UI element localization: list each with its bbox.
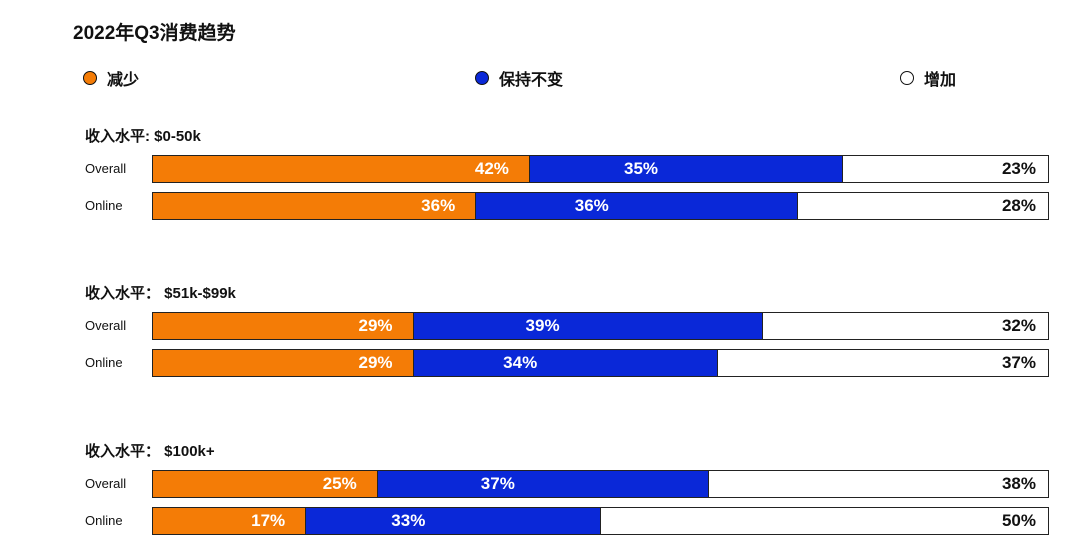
bar-segment-increase: 32%	[761, 313, 1048, 339]
legend-swatch-decrease	[83, 71, 97, 85]
data-label: 32%	[1001, 316, 1036, 335]
legend-item-same: 保持不变	[475, 66, 563, 90]
row-label: Overall	[85, 476, 127, 491]
data-label: 39%	[525, 316, 560, 335]
bar-segment-same: 33%	[305, 508, 601, 534]
bar-segment-decrease: 25%	[153, 471, 377, 497]
data-label: 37%	[1001, 353, 1036, 372]
bar-segment-decrease: 29%	[153, 313, 413, 339]
data-label: 29%	[358, 353, 393, 372]
stacked-bar: 17% 33% 50%	[152, 507, 1049, 535]
data-label: 25%	[322, 474, 357, 493]
data-label: 28%	[1001, 196, 1036, 215]
bar-segment-increase: 23%	[842, 156, 1048, 182]
bar-segment-same: 39%	[412, 313, 762, 339]
stacked-bar: 36% 36% 28%	[152, 192, 1049, 220]
stacked-bar: 29% 39% 32%	[152, 312, 1049, 340]
data-label: 36%	[574, 196, 609, 215]
legend-label-same: 保持不变	[499, 72, 564, 89]
row-label: Overall	[85, 318, 127, 333]
legend-item-decrease: 减少	[83, 66, 139, 90]
bar-segment-increase: 50%	[600, 508, 1048, 534]
bar-segment-increase: 37%	[716, 350, 1048, 376]
bar-segment-same: 35%	[528, 156, 843, 182]
data-label: 38%	[1001, 474, 1036, 493]
bar-segment-decrease: 29%	[153, 350, 413, 376]
row-label: Online	[85, 198, 123, 213]
row-label: Online	[85, 513, 123, 528]
group-title: 收入水平： $51k-$99k	[85, 285, 236, 302]
data-label: 33%	[391, 511, 426, 530]
stacked-bar: 42% 35% 23%	[152, 155, 1049, 183]
data-label: 23%	[1001, 159, 1036, 178]
stacked-bar: 25% 37% 38%	[152, 470, 1049, 498]
data-label: 29%	[358, 316, 393, 335]
group-title: 收入水平： $100k+	[85, 443, 215, 460]
data-label: 37%	[480, 474, 515, 493]
row-label: Online	[85, 355, 123, 370]
data-label: 42%	[474, 159, 509, 178]
legend-swatch-same	[475, 71, 489, 85]
bar-segment-decrease: 17%	[153, 508, 306, 534]
bar-segment-increase: 38%	[707, 471, 1048, 497]
row-label: Overall	[85, 161, 127, 176]
group-title: 收入水平: $0-50k	[85, 128, 201, 145]
legend-item-increase: 增加	[900, 66, 956, 90]
bar-segment-same: 37%	[376, 471, 708, 497]
data-label: 17%	[251, 511, 286, 530]
data-label: 50%	[1001, 511, 1036, 530]
data-label: 35%	[624, 159, 659, 178]
stacked-bar: 29% 34% 37%	[152, 349, 1049, 377]
legend-swatch-increase	[900, 71, 914, 85]
bar-segment-increase: 28%	[797, 193, 1048, 219]
data-label: 36%	[421, 196, 456, 215]
bar-segment-same: 34%	[412, 350, 717, 376]
legend-label-increase: 增加	[924, 72, 957, 89]
bar-segment-decrease: 36%	[153, 193, 476, 219]
bar-segment-same: 36%	[475, 193, 798, 219]
legend-label-decrease: 减少	[107, 72, 140, 89]
chart-title: 2022年Q3消费趋势	[73, 23, 236, 44]
data-label: 34%	[503, 353, 538, 372]
bar-segment-decrease: 42%	[153, 156, 529, 182]
